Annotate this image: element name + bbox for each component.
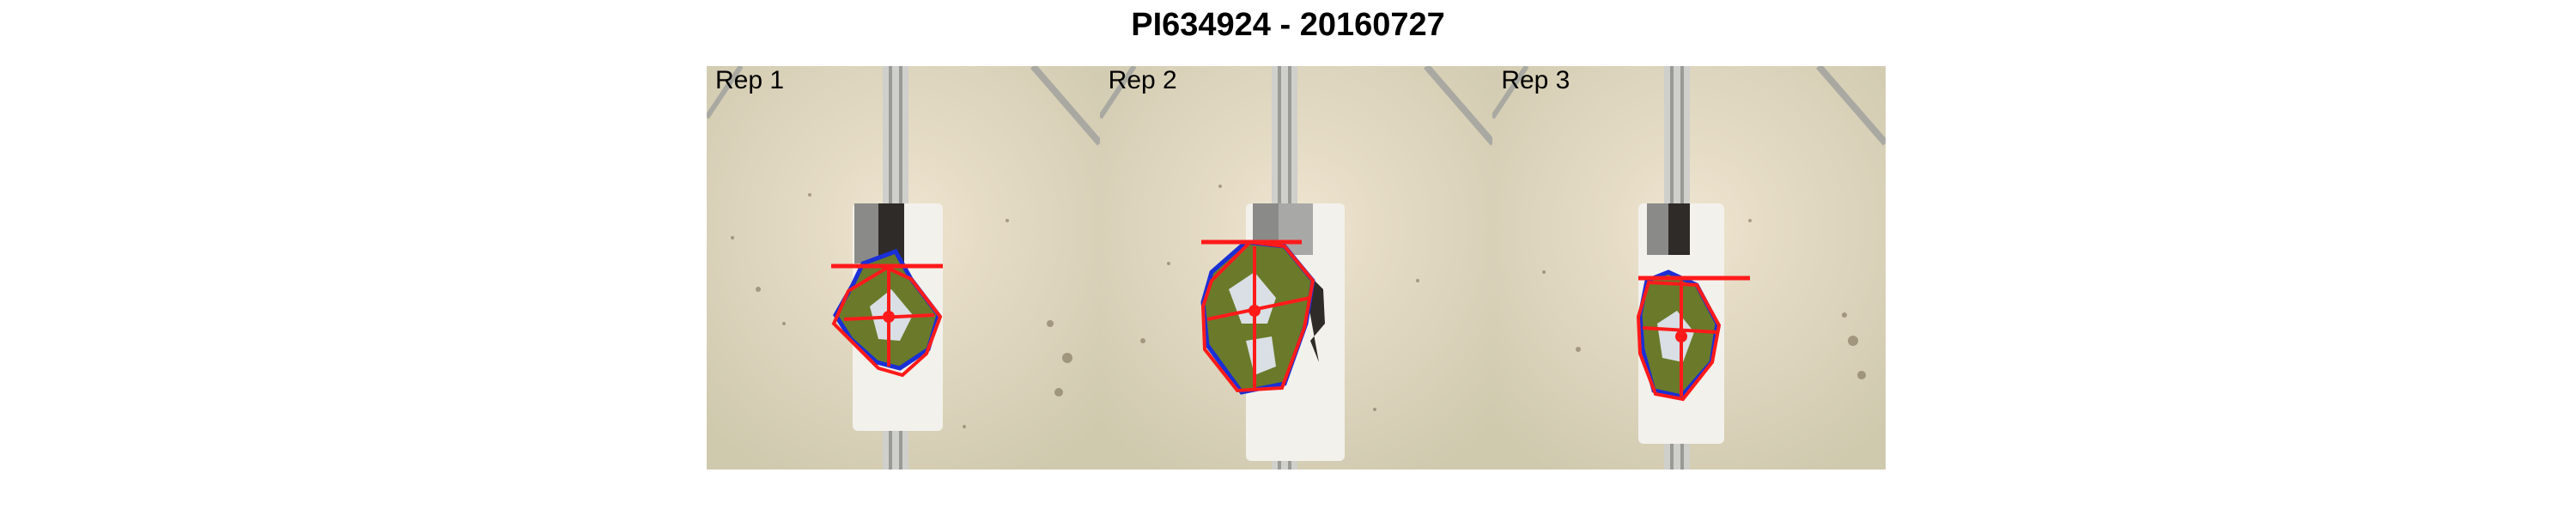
rep-1-image	[707, 66, 1100, 470]
rep-1-label: Rep 1	[715, 66, 785, 94]
rep-2-label: Rep 2	[1108, 66, 1177, 94]
rep-3-image	[1492, 66, 1886, 470]
rep-3-label: Rep 3	[1501, 66, 1571, 94]
rep-1-panel: Rep 1	[707, 66, 1100, 470]
rep-2-panel: Rep 2	[1099, 66, 1493, 470]
rep-3-panel: Rep 3	[1492, 66, 1886, 470]
image-montage: Rep 1	[707, 66, 1886, 470]
figure-title: PI634924 - 20160727	[1131, 7, 1445, 43]
rep-2-image	[1099, 66, 1493, 470]
